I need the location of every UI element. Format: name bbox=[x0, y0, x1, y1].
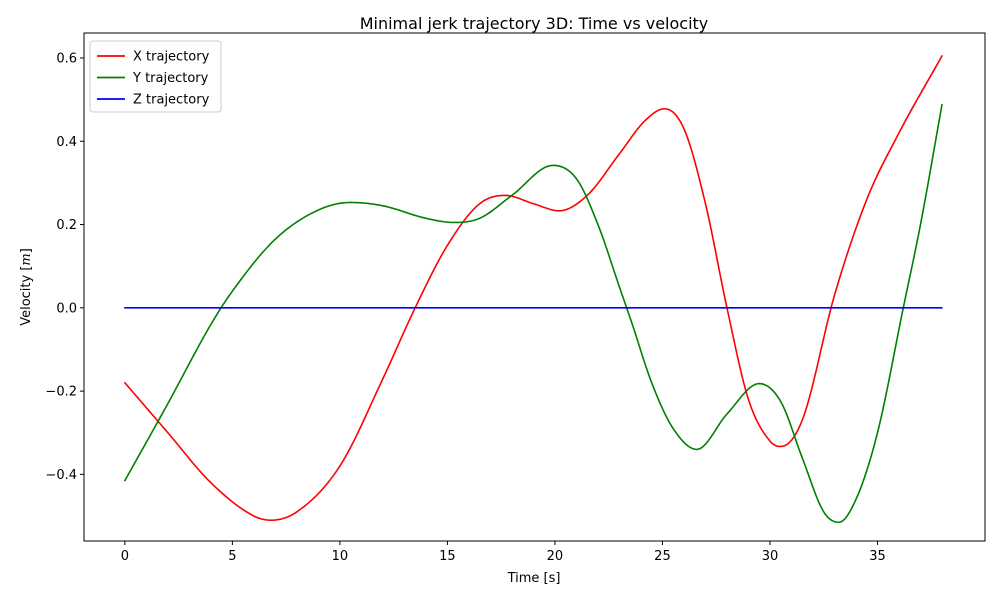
y-axis-label-prefix: Velocity [ bbox=[19, 266, 34, 326]
x-tick-label: 5 bbox=[228, 549, 236, 564]
x-tick-label: 35 bbox=[869, 549, 886, 564]
x-tick-label: 10 bbox=[332, 549, 349, 564]
y-tick-label: 0.0 bbox=[56, 301, 77, 316]
legend-label-x-trajectory: X trajectory bbox=[133, 50, 210, 65]
y-tick-label: 0.6 bbox=[56, 51, 77, 66]
y-axis-ticks: −0.4 −0.2 0.0 0.2 0.4 0.6 bbox=[45, 51, 84, 483]
y-axis-label-suffix: ] bbox=[19, 248, 34, 253]
y-tick-label: −0.2 bbox=[45, 385, 77, 400]
x-tick-label: 25 bbox=[654, 549, 671, 564]
series-layer bbox=[124, 55, 943, 524]
legend-label-y-trajectory: Y trajectory bbox=[132, 71, 209, 86]
y-tick-label: −0.4 bbox=[45, 468, 77, 483]
y-tick-label: 0.2 bbox=[56, 218, 77, 233]
series-line-y-trajectory bbox=[124, 103, 943, 524]
x-axis-ticks: 0 5 10 15 20 25 30 35 bbox=[121, 541, 886, 564]
x-tick-label: 0 bbox=[121, 549, 129, 564]
series-line-x-trajectory bbox=[124, 55, 943, 521]
legend-box bbox=[89, 40, 222, 113]
y-axis-label: Velocity [m] bbox=[19, 248, 34, 326]
x-tick-label: 30 bbox=[762, 549, 779, 564]
legend: X trajectory Y trajectory Z trajectory bbox=[89, 40, 222, 113]
y-axis-label-unit: m bbox=[19, 253, 34, 265]
y-tick-label: 0.4 bbox=[56, 135, 77, 150]
x-axis-label: Time [s] bbox=[507, 571, 561, 586]
legend-entries: X trajectory Y trajectory Z trajectory bbox=[97, 50, 210, 108]
x-tick-label: 15 bbox=[439, 549, 456, 564]
legend-label-z-trajectory: Z trajectory bbox=[133, 93, 210, 108]
x-tick-label: 20 bbox=[547, 549, 564, 564]
plot-frame bbox=[83, 32, 986, 542]
chart-title: Minimal jerk trajectory 3D: Time vs velo… bbox=[360, 14, 709, 33]
